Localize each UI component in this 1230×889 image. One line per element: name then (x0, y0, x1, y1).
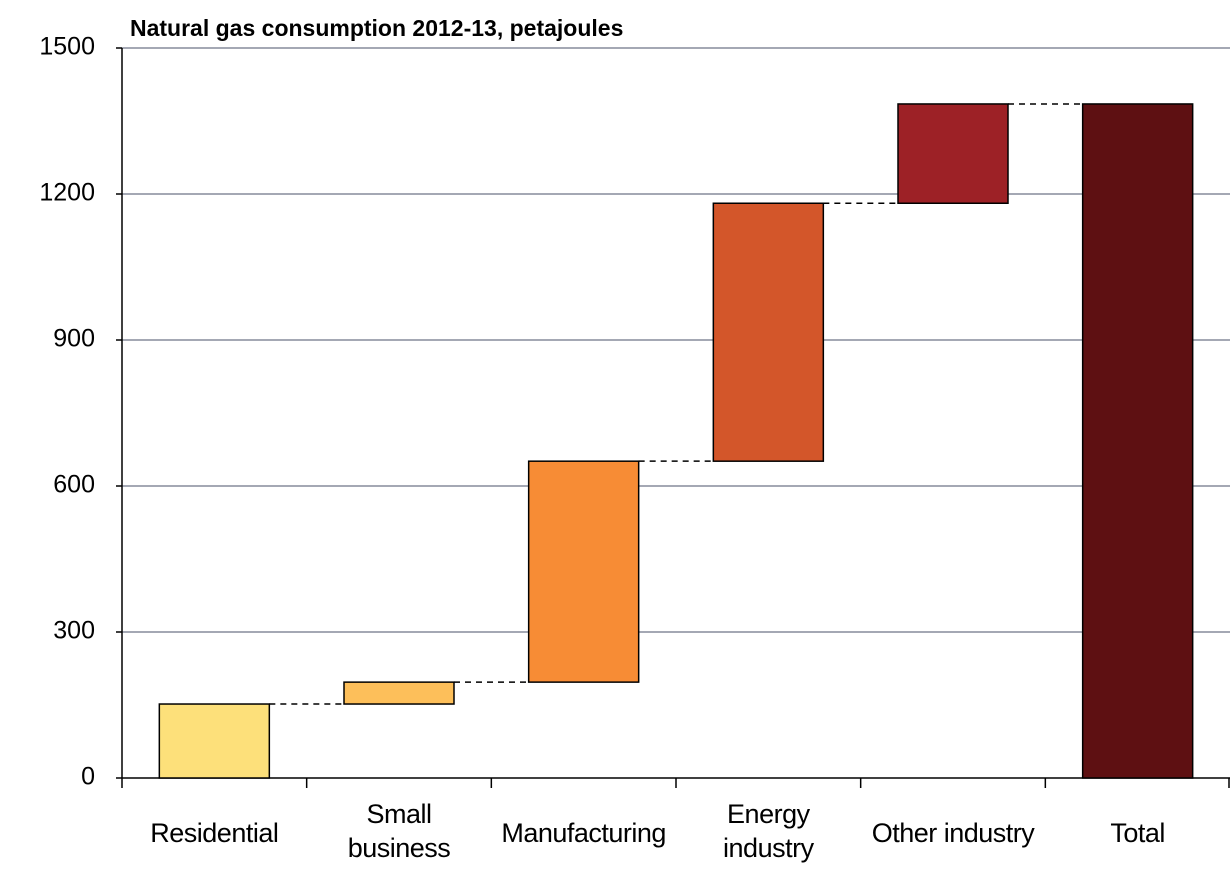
y-tick-label: 1200 (39, 179, 95, 207)
chart-title: Natural gas consumption 2012-13, petajou… (130, 15, 623, 41)
x-tick-label: Residential (150, 818, 279, 848)
x-tick-label: Energy industry (723, 799, 814, 863)
y-tick-label: 0 (81, 763, 95, 791)
x-tick-label: Total (1110, 818, 1165, 848)
bar (897, 103, 1009, 204)
bar (343, 681, 455, 705)
x-tick-label: Other industry (871, 818, 1035, 848)
y-tick-label: 300 (53, 617, 95, 645)
y-tick-label: 600 (53, 471, 95, 499)
bar (527, 460, 640, 683)
x-tick-label: Manufacturing (501, 818, 666, 848)
y-tick-label: 1500 (39, 33, 95, 61)
bar (1081, 103, 1194, 779)
x-tick-label: Small business (347, 799, 451, 863)
bar (158, 703, 271, 779)
y-tick-label: 900 (53, 325, 95, 353)
bar (712, 202, 825, 462)
